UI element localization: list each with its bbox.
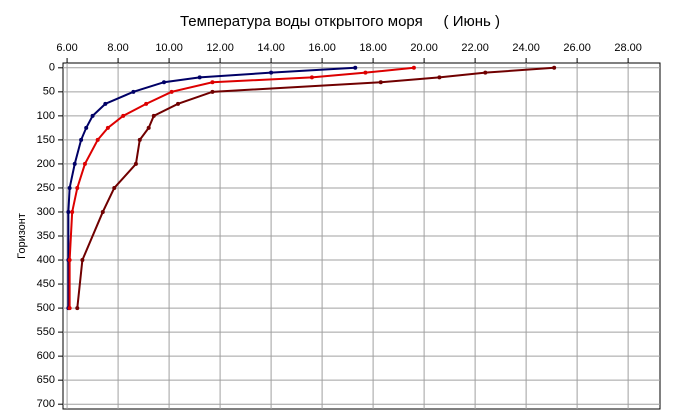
- point-marker: [103, 101, 108, 106]
- y-tick-label: 350: [37, 230, 55, 242]
- x-tick-label: 6.00: [56, 42, 77, 54]
- point-marker: [67, 306, 72, 311]
- point-marker: [131, 89, 136, 94]
- y-tick-label: 150: [37, 134, 55, 146]
- point-marker: [137, 137, 142, 142]
- point-marker: [483, 70, 488, 75]
- point-marker: [66, 209, 71, 214]
- point-marker: [67, 185, 72, 190]
- point-marker: [411, 65, 416, 70]
- point-marker: [133, 161, 138, 166]
- point-marker: [121, 113, 126, 118]
- point-marker: [210, 80, 215, 85]
- y-tick-label: 650: [37, 374, 55, 386]
- series-line: [67, 66, 356, 309]
- point-marker: [378, 80, 383, 85]
- x-tick-label: 20.00: [410, 42, 438, 54]
- x-tick-label: 24.00: [512, 42, 540, 54]
- y-tick-label: 450: [37, 278, 55, 290]
- point-marker: [169, 89, 174, 94]
- point-marker: [80, 258, 85, 263]
- point-marker: [84, 125, 89, 130]
- point-marker: [105, 125, 110, 130]
- point-marker: [363, 70, 368, 75]
- point-marker: [146, 125, 151, 130]
- y-tick-label: 300: [37, 206, 55, 218]
- point-marker: [72, 161, 77, 166]
- x-tick-label: 14.00: [257, 42, 285, 54]
- point-marker: [437, 75, 442, 80]
- point-marker: [269, 70, 274, 75]
- point-marker: [90, 113, 95, 118]
- x-tick-label: 12.00: [206, 42, 234, 54]
- x-tick-label: 10.00: [155, 42, 183, 54]
- series-line: [68, 66, 415, 309]
- point-marker: [197, 75, 202, 80]
- y-tick-label: 100: [37, 110, 55, 122]
- x-tick-label: 26.00: [563, 42, 591, 54]
- point-marker: [67, 258, 72, 263]
- point-marker: [95, 137, 100, 142]
- point-marker: [176, 101, 181, 106]
- y-tick-label: 50: [43, 86, 55, 98]
- x-tick-label: 22.00: [461, 42, 489, 54]
- y-tick-label: 500: [37, 302, 55, 314]
- y-tick-label: 600: [37, 350, 55, 362]
- point-marker: [75, 306, 80, 311]
- x-tick-label: 8.00: [107, 42, 128, 54]
- point-marker: [353, 65, 358, 70]
- x-tick-label: 18.00: [359, 42, 387, 54]
- point-marker: [112, 185, 117, 190]
- point-marker: [552, 65, 557, 70]
- y-axis-label: Горизонт: [16, 213, 28, 259]
- point-marker: [70, 209, 75, 214]
- point-marker: [210, 89, 215, 94]
- point-marker: [151, 113, 156, 118]
- point-marker: [161, 80, 166, 85]
- series-line: [76, 66, 555, 309]
- x-tick-label: 16.00: [308, 42, 336, 54]
- chart-title: Температура воды открытого моря ( Июнь ): [180, 13, 500, 30]
- y-tick-label: 550: [37, 326, 55, 338]
- y-tick-label: 400: [37, 254, 55, 266]
- point-marker: [144, 101, 149, 106]
- point-marker: [82, 161, 87, 166]
- y-tick-label: 250: [37, 182, 55, 194]
- y-tick-label: 0: [49, 62, 55, 74]
- point-marker: [75, 185, 80, 190]
- point-marker: [100, 209, 105, 214]
- x-tick-label: 28.00: [614, 42, 642, 54]
- y-tick-label: 700: [37, 398, 55, 410]
- y-tick-label: 200: [37, 158, 55, 170]
- point-marker: [309, 75, 314, 80]
- point-marker: [79, 137, 84, 142]
